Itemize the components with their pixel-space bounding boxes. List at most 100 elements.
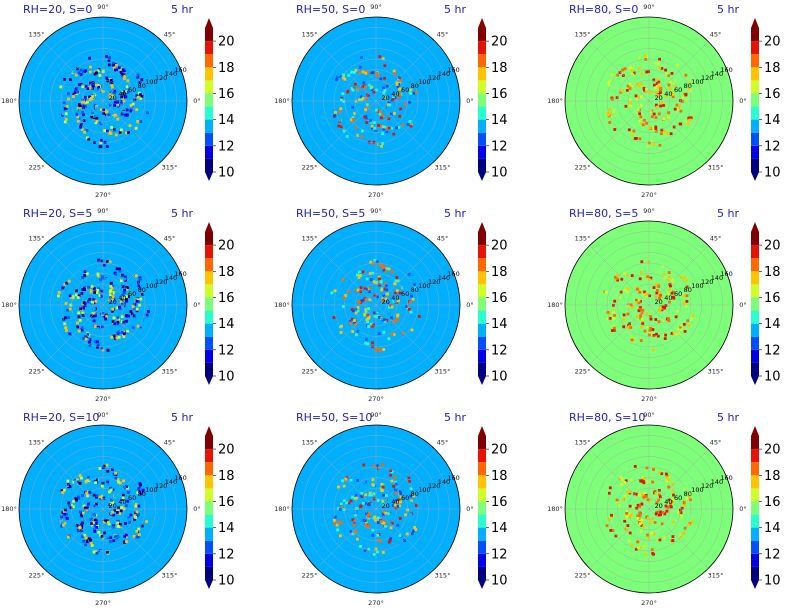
core-cell: [665, 472, 668, 476]
core-cell: [111, 510, 114, 514]
core-cell: [646, 275, 650, 279]
angle-tick-label: 315°: [435, 368, 451, 376]
colorbar-segment: [478, 488, 486, 502]
angle-tick-label: 180°: [547, 505, 563, 513]
radial-tick-label: 40: [118, 90, 126, 98]
core-cell: [685, 98, 689, 102]
core-cell: [123, 535, 126, 538]
core-cell: [78, 318, 82, 322]
core-cell: [63, 512, 67, 516]
core-cell: [138, 277, 142, 281]
core-cell: [383, 282, 387, 286]
core-cell: [358, 70, 362, 74]
core-cell: [632, 129, 636, 133]
core-cell: [405, 532, 409, 536]
core-cell: [64, 316, 67, 320]
core-cell: [639, 512, 642, 515]
core-cell: [92, 119, 96, 123]
core-cell: [79, 73, 83, 76]
core-cell: [350, 113, 354, 117]
core-cell: [362, 81, 366, 85]
core-cell: [376, 521, 380, 524]
angular-gridline: [316, 245, 377, 306]
core-cell: [347, 74, 351, 77]
core-cell: [125, 485, 128, 488]
core-cell: [140, 94, 144, 98]
core-cell: [71, 295, 75, 298]
core-cell: [652, 286, 656, 289]
core-cell: [672, 290, 675, 294]
core-cell: [110, 81, 114, 84]
core-cell: [396, 313, 400, 317]
angle-tick-label: 0°: [466, 301, 473, 309]
core-cell: [381, 57, 385, 61]
core-cell: [103, 126, 107, 130]
core-cell: [658, 57, 661, 61]
core-cell: [87, 299, 90, 303]
core-cell: [367, 325, 370, 328]
core-cell: [676, 327, 680, 331]
core-cell: [115, 336, 119, 340]
core-cell: [671, 95, 675, 99]
core-cell: [623, 288, 627, 292]
core-cell: [381, 142, 385, 145]
core-cell: [608, 491, 611, 495]
colorbar-tick-label: 18: [218, 265, 235, 280]
core-cell: [64, 107, 68, 110]
core-cell: [67, 510, 71, 514]
core-cell: [628, 66, 632, 70]
core-cell: [83, 508, 87, 512]
core-cell: [351, 532, 355, 536]
core-cell: [388, 538, 392, 542]
core-cell: [121, 302, 124, 306]
core-cell: [108, 490, 111, 494]
core-cell: [623, 481, 627, 484]
core-cell: [129, 104, 133, 107]
core-cell: [395, 91, 398, 95]
colorbar-tick-label: 12: [491, 343, 508, 358]
core-cell: [356, 532, 359, 535]
core-cell: [640, 260, 644, 264]
core-cell: [369, 119, 373, 123]
core-cell: [339, 534, 342, 538]
colorbar-segment: [205, 488, 213, 502]
polar-panel: RH=20, S=5 5 hr 0° 45° 90° 135° 180° 225° 270° 31…: [0, 204, 262, 408]
core-cell: [61, 107, 64, 111]
core-cell: [365, 97, 368, 101]
colorbar-extend-bottom: [751, 580, 759, 589]
colorbar-segment: [478, 93, 486, 107]
core-cell: [139, 120, 143, 123]
angle-tick-label: 0°: [193, 505, 200, 513]
angle-tick-label: 0°: [193, 97, 200, 105]
core-cell: [371, 483, 375, 486]
core-cell: [659, 101, 663, 104]
core-cell: [626, 524, 630, 527]
radial-tick-label: 40: [664, 90, 672, 98]
core-cell: [335, 327, 338, 330]
core-cell: [342, 129, 346, 133]
core-cell: [380, 288, 384, 292]
core-cell: [411, 297, 415, 301]
core-cell: [354, 311, 358, 315]
core-cell: [609, 79, 613, 83]
colorbar-extend-top: [478, 18, 486, 28]
core-cell: [377, 316, 381, 319]
core-cell: [115, 536, 119, 540]
colorbar-tick-label: 16: [218, 495, 235, 510]
core-cell: [124, 522, 127, 525]
core-cell: [106, 536, 110, 540]
core-cell: [367, 547, 370, 551]
angular-gridline: [589, 100, 650, 161]
core-cell: [412, 494, 416, 498]
colorbar-tick-label: 12: [218, 139, 235, 154]
core-cell: [123, 90, 127, 93]
core-cell: [391, 98, 395, 101]
core-cell: [116, 478, 120, 481]
core-cell: [365, 103, 369, 107]
core-cell: [681, 100, 684, 103]
core-cell: [645, 325, 649, 329]
core-cell: [667, 485, 671, 489]
core-cell: [638, 546, 642, 550]
